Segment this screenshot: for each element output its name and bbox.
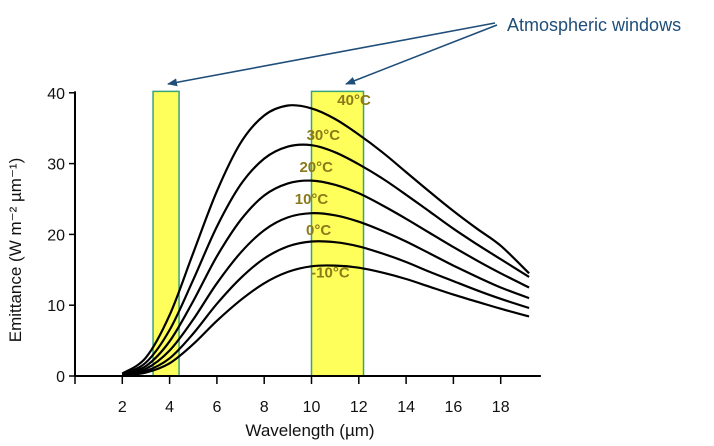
y-tick-label: 20 <box>47 227 65 244</box>
y-tick-label: 40 <box>47 86 65 103</box>
curve-label: -10°C <box>311 265 350 282</box>
annotation: Atmospheric windows <box>167 15 681 87</box>
y-tick-label: 10 <box>47 298 65 315</box>
window-band-2 <box>310 90 365 377</box>
curve-label: 0°C <box>306 222 331 239</box>
x-tick-label: 14 <box>397 399 415 416</box>
x-tick-label: 8 <box>260 399 269 416</box>
curve-series <box>121 104 530 377</box>
curve-series-4 <box>121 143 530 376</box>
y-tick-label: 0 <box>56 369 65 386</box>
y-axis-title: Emittance (W m⁻² µm⁻¹) <box>6 158 25 343</box>
axes: 0 10 20 30 40 2 4 6 8 10 12 14 16 18 <box>47 86 541 416</box>
x-axis-title: Wavelength (µm) <box>245 421 374 440</box>
highlight-bands <box>152 90 365 377</box>
curve-series-1 <box>122 240 530 377</box>
x-tick-label: 6 <box>212 399 221 416</box>
x-tick-label: 18 <box>492 399 510 416</box>
x-tick-label: 2 <box>118 399 127 416</box>
x-tick-label: 10 <box>303 399 321 416</box>
window-band-1 <box>152 90 180 377</box>
curve-label: 40°C <box>337 92 371 109</box>
curve-series-2 <box>122 212 530 376</box>
x-tick-label: 16 <box>445 399 463 416</box>
x-tick-label: 12 <box>350 399 368 416</box>
curve-label: 20°C <box>299 159 333 176</box>
curve-series-3 <box>121 179 530 376</box>
curve-labels: -10°C 0°C 10°C 20°C 30°C 40°C <box>295 92 371 282</box>
annotation-arrow-1 <box>167 22 496 87</box>
annotation-arrow-2 <box>345 24 498 85</box>
y-tick-label: 30 <box>47 157 65 174</box>
curve-series-0 <box>122 264 530 377</box>
x-tick-label: 4 <box>165 399 174 416</box>
curve-series-5 <box>121 104 530 375</box>
annotation-text: Atmospheric windows <box>507 15 681 35</box>
curve-label: 30°C <box>307 127 341 144</box>
curve-label: 10°C <box>295 191 329 208</box>
